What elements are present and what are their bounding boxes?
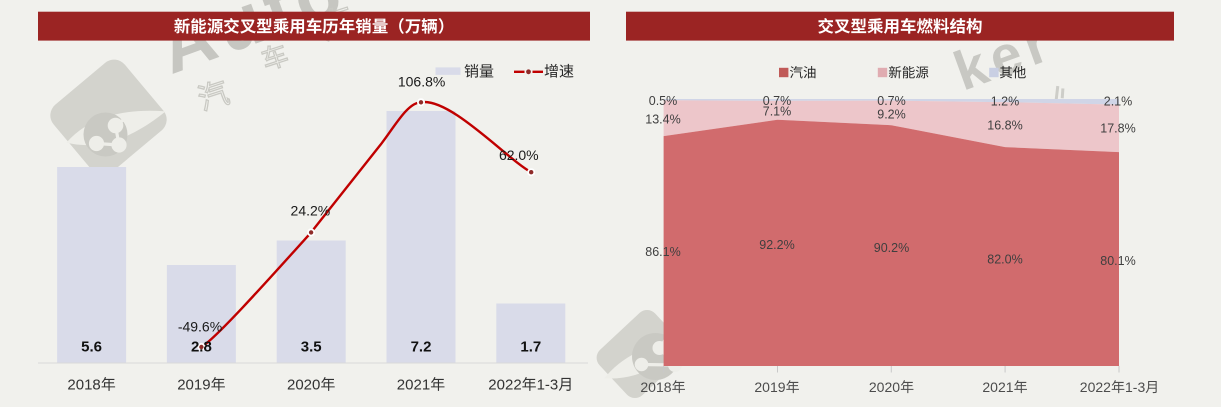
svg-text:2021: 2021 (397, 377, 430, 394)
svg-text:9.2%: 9.2% (877, 108, 906, 122)
svg-text:1-3: 1-3 (1125, 379, 1145, 395)
svg-text:2.1%: 2.1% (1104, 95, 1133, 109)
svg-text:0.7%: 0.7% (877, 94, 906, 108)
svg-text:0.5%: 0.5% (649, 94, 678, 108)
svg-text:2018: 2018 (67, 377, 100, 394)
svg-text:2022: 2022 (488, 377, 521, 394)
svg-text:82.0%: 82.0% (987, 253, 1022, 267)
svg-text:62.0%: 62.0% (499, 147, 539, 163)
svg-text:2019: 2019 (177, 377, 210, 394)
svg-text:86.1%: 86.1% (645, 245, 680, 259)
svg-text:92.2%: 92.2% (759, 238, 794, 252)
svg-text:16.8%: 16.8% (987, 119, 1022, 133)
svg-text:24.2%: 24.2% (291, 203, 331, 219)
svg-text:17.8%: 17.8% (1100, 122, 1135, 136)
svg-text:90.2%: 90.2% (874, 241, 909, 255)
svg-text:1-3: 1-3 (537, 377, 559, 394)
svg-text:2021: 2021 (982, 379, 1013, 395)
svg-text:13.4%: 13.4% (645, 113, 680, 127)
svg-text:-49.6%: -49.6% (178, 319, 222, 335)
svg-text:80.1%: 80.1% (1100, 254, 1135, 268)
svg-text:7.2: 7.2 (411, 339, 432, 356)
svg-text:2019: 2019 (754, 379, 785, 395)
svg-text:2020: 2020 (287, 377, 320, 394)
svg-text:106.8%: 106.8% (398, 74, 445, 90)
svg-text:1.2%: 1.2% (991, 95, 1020, 109)
svg-text:3.5: 3.5 (301, 339, 322, 356)
svg-text:1.7: 1.7 (520, 339, 541, 356)
svg-text:5.6: 5.6 (81, 339, 102, 356)
svg-text:2022: 2022 (1080, 379, 1111, 395)
svg-text:7.1%: 7.1% (763, 105, 792, 119)
svg-text:2.8: 2.8 (191, 339, 212, 356)
svg-text:0.7%: 0.7% (763, 94, 792, 108)
svg-text:2018: 2018 (640, 379, 671, 395)
svg-text:2020: 2020 (869, 379, 900, 395)
